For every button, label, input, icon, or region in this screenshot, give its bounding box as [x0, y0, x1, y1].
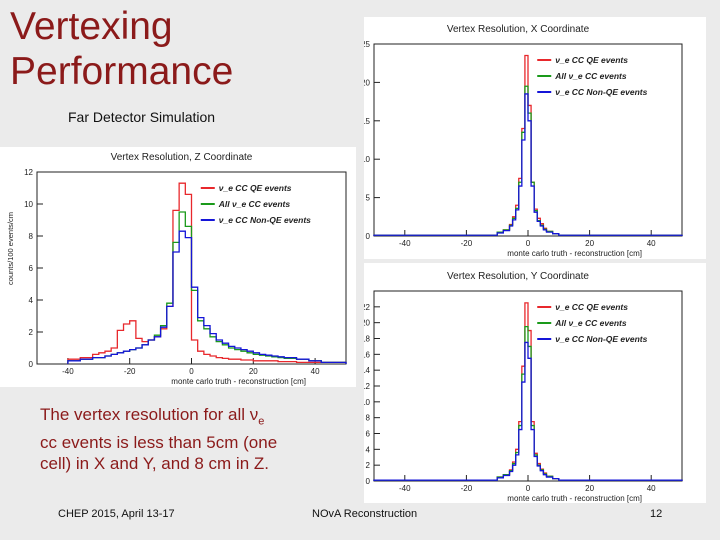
y-tick-label: 10 [24, 200, 33, 209]
y-tick-label: 12 [364, 382, 371, 391]
y-tick-label: 0 [366, 232, 371, 241]
series-line [67, 182, 347, 364]
legend-entry: All ν_e CC events [218, 199, 291, 209]
chart-title: Vertex Resolution, X Coordinate [447, 24, 590, 35]
y-tick-label: 4 [366, 445, 371, 454]
z-chart-panel: Vertex Resolution, Z Coordinate 0 2 4 6 8 10 12… [0, 147, 356, 387]
body-subscript: e [258, 415, 265, 428]
y-tick-label: 2 [29, 328, 34, 337]
x-tick-label: 20 [249, 367, 258, 376]
body-line-1: The vertex resolution for all ν [40, 405, 259, 424]
x-tick-label: -40 [399, 484, 411, 493]
x-tick-label: 0 [189, 367, 194, 376]
x-tick-label: -20 [124, 367, 136, 376]
series-line [373, 341, 683, 481]
y-chart-panel: Vertex Resolution, Y Coordinate 0 2 4 6 8 10 12… [364, 263, 706, 503]
y-tick-label: 14 [364, 366, 371, 375]
y-tick-label: 20 [364, 319, 371, 328]
legend-entry: ν_e CC QE events [219, 183, 292, 193]
legend-entry: ν_e CC Non-QE events [555, 334, 647, 344]
y-tick-label: 15 [364, 117, 371, 126]
footer-date: CHEP 2015, April 13-17 [58, 508, 175, 520]
x-axis-label: monte carlo truth - reconstruction [cm] [171, 377, 306, 386]
y-tick-label: 6 [29, 264, 34, 273]
title-line-2: Performance [10, 50, 234, 93]
y-tick-label: 10 [364, 155, 371, 164]
y-tick-label: 18 [364, 335, 371, 344]
x-tick-label: 0 [526, 484, 531, 493]
x-resolution-chart: Vertex Resolution, X Coordinate 0 5 10 15 20 2… [364, 24, 683, 258]
x-axis-label: monte carlo truth - reconstruction [cm] [507, 249, 642, 258]
legend-entry: All ν_e CC events [554, 71, 627, 81]
legend-entry: ν_e CC Non-QE events [555, 87, 647, 97]
y-tick-label: 20 [364, 78, 371, 87]
legend-entry: ν_e CC QE events [555, 302, 628, 312]
x-tick-label: -20 [461, 484, 473, 493]
series-line [67, 230, 347, 364]
x-chart-panel: Vertex Resolution, X Coordinate 0 5 10 15 20 2… [364, 17, 706, 259]
y-tick-label: 22 [364, 303, 371, 312]
y-tick-label: 16 [364, 350, 371, 359]
x-tick-label: 40 [311, 367, 320, 376]
y-tick-label: 8 [29, 232, 34, 241]
legend-entry: All ν_e CC events [554, 318, 627, 328]
y-tick-label: 0 [29, 360, 34, 369]
y-tick-label: 0 [366, 477, 371, 486]
y-tick-label: 6 [366, 430, 371, 439]
series-line [373, 93, 683, 236]
x-tick-label: 40 [647, 484, 656, 493]
x-tick-label: -40 [62, 367, 74, 376]
x-tick-label: 20 [585, 239, 594, 248]
x-tick-label: 40 [647, 239, 656, 248]
chart-title: Vertex Resolution, Z Coordinate [111, 152, 253, 163]
body-line-3: cell) in X and Y, and 8 cm in Z. [40, 454, 269, 474]
z-resolution-chart: Vertex Resolution, Z Coordinate 0 2 4 6 8 10 12… [6, 152, 347, 386]
footer-page-number: 12 [650, 508, 663, 520]
slide-subtitle: Far Detector Simulation [68, 109, 216, 125]
y-tick-label: 4 [29, 296, 34, 305]
body-text: The vertex resolution for all νe cc even… [40, 404, 340, 474]
slide-title: Vertexing Performance [10, 4, 340, 94]
x-axis-label: monte carlo truth - reconstruction [cm] [507, 494, 642, 503]
x-tick-label: -40 [399, 239, 411, 248]
x-tick-label: 0 [526, 239, 531, 248]
legend-entry: ν_e CC QE events [555, 55, 628, 65]
x-tick-label: 20 [585, 484, 594, 493]
y-tick-label: 2 [366, 461, 371, 470]
y-tick-label: 25 [364, 40, 371, 49]
y-axis-label: counts/100 events/cm [6, 212, 15, 285]
y-tick-label: 10 [364, 398, 371, 407]
footer-title: NOvA Reconstruction [312, 508, 418, 520]
legend-entry: ν_e CC Non-QE events [219, 215, 311, 225]
chart-title: Vertex Resolution, Y Coordinate [447, 271, 589, 282]
y-resolution-chart: Vertex Resolution, Y Coordinate 0 2 4 6 8 10 12… [364, 271, 683, 503]
series-line [373, 54, 683, 236]
x-tick-label: -20 [461, 239, 473, 248]
y-tick-label: 12 [24, 168, 33, 177]
body-line-2: cc events is less than 5cm (one [40, 433, 278, 453]
title-line-1: Vertexing [10, 5, 173, 48]
y-tick-label: 8 [366, 414, 371, 423]
series-line [67, 211, 347, 364]
y-tick-label: 5 [366, 194, 371, 203]
